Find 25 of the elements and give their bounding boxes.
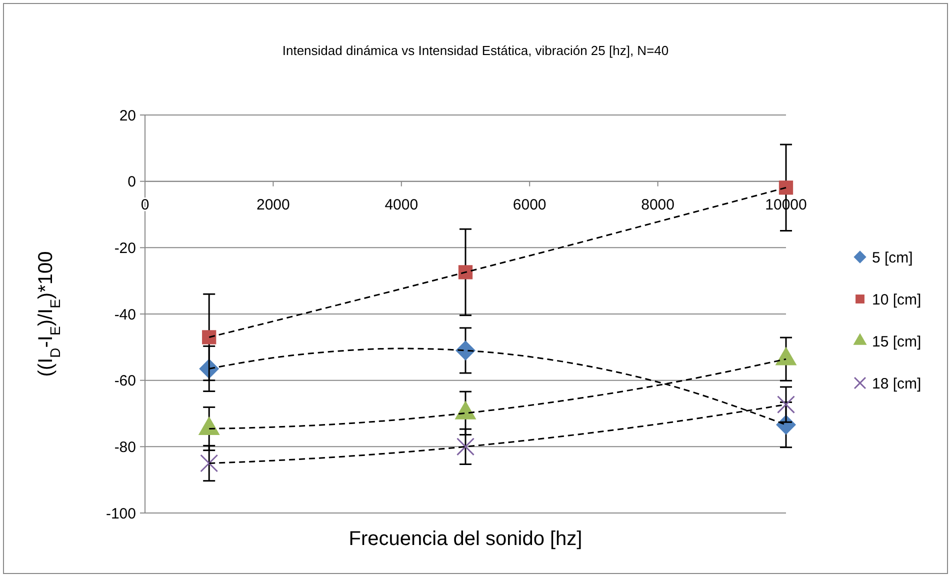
point xyxy=(458,265,473,280)
x-tick-label: 0 xyxy=(140,196,150,214)
x-tick-label: 4000 xyxy=(384,196,418,214)
y-tick-label: -100 xyxy=(106,505,136,522)
x-tick-label: 2000 xyxy=(256,196,290,214)
point xyxy=(200,454,218,472)
x-tick-label: 6000 xyxy=(512,196,546,214)
point xyxy=(456,340,476,360)
y-tick-label: 20 xyxy=(119,107,136,124)
legend-label: 18 [cm] xyxy=(872,375,922,392)
y-tick-label: -20 xyxy=(114,240,136,257)
y-tick-label: -60 xyxy=(114,372,136,390)
legend-label: 5 [cm] xyxy=(872,249,913,266)
chart-title: Intensidad dinámica vs Intensidad Estática, vibración 25 [hz], N=40 xyxy=(282,43,669,58)
legend-label: 15 [cm] xyxy=(872,333,922,350)
legend-label: 10 [cm] xyxy=(872,291,922,308)
x-axis-title: Frecuencia del sonido [hz] xyxy=(348,528,582,550)
x-tick-label: 8000 xyxy=(641,196,674,214)
point xyxy=(456,438,475,456)
point xyxy=(776,396,796,414)
y-tick-label: 0 xyxy=(128,174,136,191)
y-tick-label: -80 xyxy=(114,438,136,456)
y-tick-label: -40 xyxy=(114,306,136,324)
point xyxy=(778,180,794,195)
point xyxy=(202,330,216,344)
